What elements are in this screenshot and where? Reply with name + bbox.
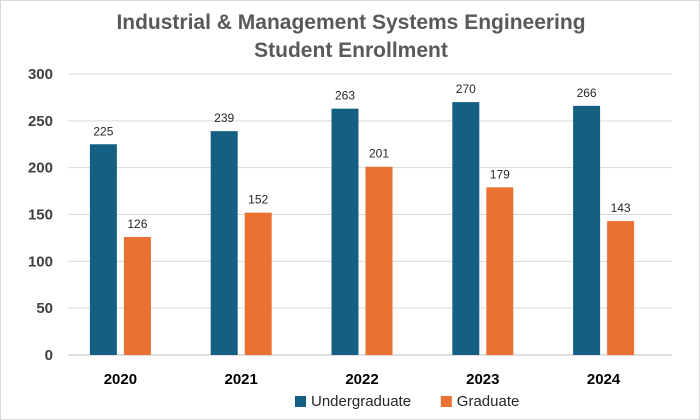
data-label-graduate-2021: 152 [248, 193, 268, 207]
data-label-graduate-2023: 179 [490, 167, 510, 181]
y-tick-label-300: 300 [28, 66, 53, 83]
x-tick-label-2024: 2024 [587, 371, 621, 388]
bar-undergraduate-2022 [331, 108, 359, 355]
data-label-graduate-2024: 143 [611, 201, 631, 215]
bar-graduate-2024 [607, 221, 635, 355]
x-tick-label-2022: 2022 [345, 371, 378, 388]
data-label-graduate-2022: 201 [369, 147, 389, 161]
bar-graduate-2022 [365, 166, 393, 355]
y-tick-label-250: 250 [28, 113, 53, 130]
legend-label-graduate: Graduate [457, 393, 520, 410]
bar-undergraduate-2020 [89, 144, 117, 355]
bar-graduate-2021 [244, 212, 272, 355]
bar-graduate-2023 [486, 187, 514, 355]
chart-title-line-1: Industrial & Management Systems Engineer… [116, 11, 586, 34]
y-tick-label-100: 100 [28, 253, 53, 270]
legend-label-undergraduate: Undergraduate [311, 393, 411, 410]
legend-swatch-undergraduate [295, 396, 306, 407]
y-tick-label-0: 0 [45, 347, 53, 364]
data-label-undergraduate-2021: 239 [214, 111, 234, 125]
chart-title-line-2: Student Enrollment [254, 39, 448, 62]
legend-swatch-graduate [440, 396, 452, 407]
y-tick-label-150: 150 [28, 207, 53, 224]
x-tick-label-2021: 2021 [225, 371, 258, 388]
chart-title: Industrial & Management Systems Engineer… [1, 9, 700, 65]
bar-undergraduate-2021 [210, 131, 238, 355]
data-label-undergraduate-2023: 270 [456, 82, 476, 96]
bar-graduate-2020 [123, 236, 151, 355]
x-tick-label-2023: 2023 [466, 371, 499, 388]
data-label-undergraduate-2020: 225 [93, 124, 113, 138]
y-tick-label-50: 50 [36, 300, 53, 317]
bar-undergraduate-2023 [452, 102, 480, 355]
data-label-graduate-2020: 126 [127, 217, 147, 231]
bar-undergraduate-2024 [573, 105, 601, 355]
data-label-undergraduate-2022: 263 [335, 89, 355, 103]
y-tick-label-200: 200 [28, 160, 53, 177]
data-label-undergraduate-2024: 266 [577, 86, 597, 100]
x-tick-label-2020: 2020 [104, 371, 137, 388]
